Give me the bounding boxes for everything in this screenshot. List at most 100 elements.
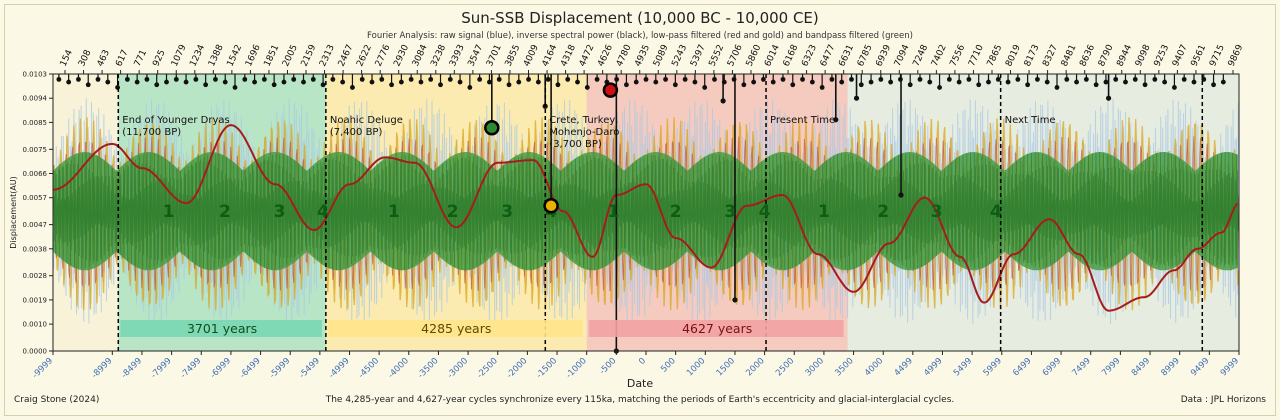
spike-head: [506, 82, 512, 88]
spike-head: [545, 76, 551, 82]
top-tick-label: 2622: [355, 43, 374, 68]
top-tick-label: 3084: [411, 43, 430, 68]
y-tick-label: 0.0085: [23, 119, 48, 127]
spike-head: [56, 76, 62, 82]
x-tick-label: 4999: [922, 356, 944, 378]
spike-head: [1142, 82, 1148, 88]
event-lines-layer: End of Younger Dryas (11,700 BP) Noahic De…: [117, 74, 1204, 351]
top-tick-label: 1542: [226, 43, 245, 68]
top-tick-label: 7248: [911, 43, 930, 68]
spike-head: [183, 79, 189, 85]
x-tick-label: -7999: [149, 356, 174, 381]
x-tick-label: 3000: [804, 356, 826, 378]
top-tick-label: 3393: [448, 43, 467, 68]
spike-head: [213, 76, 218, 82]
spike-head: [1152, 76, 1158, 82]
spike-head: [261, 76, 267, 82]
top-tick-label: 1696: [244, 43, 263, 68]
spike-head: [1103, 79, 1109, 85]
event-label: End of Younger Dryas (11,700 BP): [122, 115, 229, 138]
top-tick-label: 8481: [1060, 43, 1079, 68]
top-tick-label: 6014: [763, 43, 782, 68]
spike-head: [1162, 79, 1168, 85]
spike-head: [398, 79, 404, 85]
x-tick-label: 7499: [1070, 356, 1092, 378]
y-tick-label: 0.0019: [23, 296, 48, 304]
top-tick-label: 6631: [837, 43, 856, 68]
spike-head: [222, 79, 228, 85]
x-tick-label: -5999: [268, 356, 293, 381]
x-tick-label: -8499: [120, 356, 145, 381]
spike-head: [418, 79, 424, 85]
spike-head: [408, 76, 414, 82]
data-source: Data : JPL Horizons: [1180, 395, 1266, 405]
spike-head: [242, 76, 248, 82]
top-tick-label: 6939: [874, 43, 893, 68]
spike-head: [898, 192, 904, 198]
spike-head: [839, 79, 845, 85]
top-tick-label: 8327: [1041, 43, 1060, 68]
chart-subtitle: Fourier Analysis: raw signal (blue), inv…: [367, 31, 913, 41]
x-tick-label: 2500: [774, 356, 796, 378]
spike-head: [800, 76, 805, 82]
caption: The 4,285-year and 4,627-year cycles syn…: [325, 395, 955, 405]
y-tick-label: 0.0075: [23, 146, 48, 154]
x-tick-label: -3500: [416, 356, 441, 381]
spike-head: [653, 79, 659, 85]
low-pass-line: [53, 124, 1239, 312]
x-tick-label: -6499: [238, 356, 263, 381]
era-bar: [588, 320, 844, 337]
cycle-number: 3: [501, 202, 513, 222]
spike-head: [291, 76, 297, 82]
event-marker: [543, 198, 559, 214]
spike-head: [252, 79, 257, 85]
spike-head: [203, 82, 209, 88]
spike-head: [1123, 79, 1128, 85]
spike-head: [105, 79, 111, 85]
cycle-number: 2: [877, 202, 889, 222]
spike-head: [379, 76, 385, 82]
cycle-labels-layer: 1234123412341234: [163, 202, 1002, 222]
x-tick-label: -5499: [297, 356, 322, 381]
x-tick-label: 3500: [833, 356, 855, 378]
spike-head: [232, 85, 238, 90]
x-tick-label: -8999: [90, 356, 115, 381]
spike-head: [672, 82, 678, 88]
spike-head: [389, 82, 394, 88]
spike-head: [761, 76, 766, 82]
spike-head: [66, 79, 72, 85]
top-tick-label: 4935: [633, 43, 652, 68]
spike-head: [594, 76, 600, 82]
spike-head: [732, 297, 738, 303]
spike-head: [428, 76, 434, 82]
x-tick-label: -7499: [179, 356, 204, 381]
spike-head: [829, 76, 835, 82]
x-axis-label: Date: [626, 377, 654, 390]
x-tick-label: 8499: [1130, 356, 1152, 378]
spike-head: [770, 79, 776, 85]
x-tick-label: -3000: [446, 356, 471, 381]
cycle-number: 1: [818, 202, 830, 222]
spike-head: [720, 98, 726, 104]
spike-head: [535, 79, 541, 85]
top-tick-label: 5552: [708, 43, 727, 68]
spike-head: [1083, 76, 1089, 82]
event-marker: [484, 120, 500, 136]
y-tick-label: 0.0038: [23, 245, 48, 253]
x-tick-label: -2500: [475, 356, 500, 381]
spike-head: [741, 82, 747, 88]
event-marker: [602, 82, 619, 98]
top-tick-label: 8790: [1097, 43, 1116, 68]
top-tick-label: 2930: [392, 43, 411, 68]
x-tick-label: 5499: [952, 356, 974, 378]
top-tick-label: 4318: [559, 43, 578, 68]
era-label: 3701 years: [187, 321, 257, 336]
spike-head: [477, 76, 483, 82]
event-label: Present Time: [770, 115, 835, 126]
top-tick-label: 1079: [170, 43, 189, 68]
spike-head: [858, 82, 864, 88]
top-tick-label: 6168: [782, 43, 801, 68]
top-tick-label: 8944: [1115, 43, 1134, 68]
top-tick-label: 771: [133, 48, 149, 68]
